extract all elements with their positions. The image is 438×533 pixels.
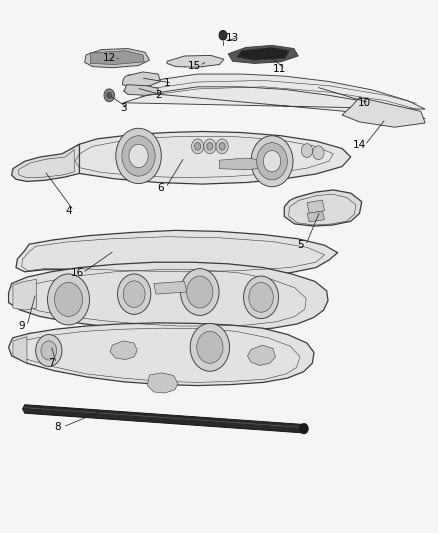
Polygon shape — [12, 144, 79, 181]
Circle shape — [180, 269, 219, 316]
Circle shape — [215, 139, 228, 154]
Polygon shape — [123, 74, 424, 119]
Circle shape — [104, 89, 114, 102]
Text: 15: 15 — [187, 61, 200, 70]
Polygon shape — [228, 45, 297, 63]
Circle shape — [47, 274, 89, 325]
Polygon shape — [13, 337, 27, 364]
Circle shape — [196, 332, 223, 364]
Polygon shape — [219, 158, 263, 169]
Circle shape — [299, 423, 307, 434]
Polygon shape — [247, 345, 275, 366]
Polygon shape — [110, 341, 137, 360]
Text: 1: 1 — [163, 78, 170, 88]
Text: 6: 6 — [157, 183, 163, 193]
Circle shape — [312, 146, 323, 160]
Circle shape — [194, 143, 200, 150]
Circle shape — [203, 139, 215, 154]
Polygon shape — [9, 323, 313, 385]
Circle shape — [191, 139, 203, 154]
Circle shape — [186, 276, 212, 308]
Text: 2: 2 — [155, 90, 161, 100]
Circle shape — [117, 274, 150, 314]
Text: 13: 13 — [226, 33, 239, 43]
Circle shape — [106, 92, 112, 99]
Circle shape — [129, 144, 148, 167]
Text: 9: 9 — [18, 321, 25, 331]
Polygon shape — [9, 262, 327, 332]
Polygon shape — [122, 72, 160, 87]
Polygon shape — [85, 49, 149, 68]
Text: 5: 5 — [297, 240, 303, 250]
Polygon shape — [16, 230, 337, 276]
Text: 3: 3 — [120, 103, 126, 113]
Circle shape — [190, 324, 229, 371]
Polygon shape — [284, 190, 361, 226]
Text: 8: 8 — [54, 422, 61, 432]
Circle shape — [248, 282, 273, 312]
Text: 14: 14 — [352, 140, 365, 150]
Circle shape — [243, 276, 278, 319]
Polygon shape — [124, 85, 158, 95]
Polygon shape — [153, 281, 186, 294]
Text: 11: 11 — [272, 64, 286, 74]
Circle shape — [54, 282, 82, 317]
Circle shape — [300, 144, 312, 158]
Circle shape — [41, 341, 57, 360]
Circle shape — [256, 143, 287, 180]
Polygon shape — [147, 373, 177, 393]
Text: 4: 4 — [65, 206, 72, 216]
Polygon shape — [22, 405, 304, 433]
Polygon shape — [166, 55, 223, 67]
Polygon shape — [306, 211, 324, 222]
Circle shape — [263, 151, 280, 172]
Text: 12: 12 — [102, 53, 116, 63]
Polygon shape — [13, 279, 36, 310]
Text: 7: 7 — [48, 358, 54, 368]
Circle shape — [35, 335, 62, 367]
Circle shape — [122, 136, 155, 176]
Circle shape — [116, 128, 161, 183]
Circle shape — [123, 281, 145, 308]
Circle shape — [219, 143, 225, 150]
Polygon shape — [90, 51, 144, 64]
Circle shape — [206, 143, 212, 150]
Text: 16: 16 — [71, 268, 84, 278]
Polygon shape — [237, 47, 289, 60]
Polygon shape — [341, 98, 424, 127]
Polygon shape — [62, 132, 350, 184]
Text: 10: 10 — [357, 98, 370, 108]
Polygon shape — [306, 200, 324, 213]
Circle shape — [251, 136, 292, 187]
Circle shape — [219, 30, 226, 40]
